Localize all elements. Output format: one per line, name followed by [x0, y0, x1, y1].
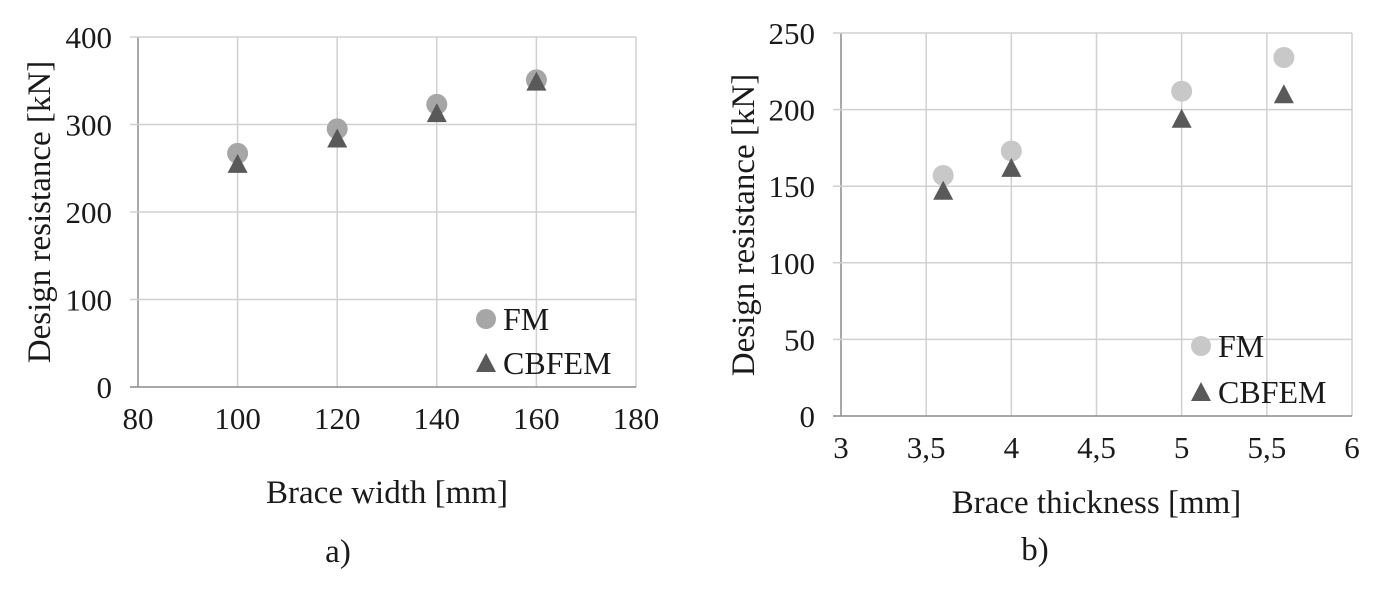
x-tick-label: 5,5	[1247, 430, 1286, 465]
y-tick-label: 250	[769, 16, 816, 51]
x-tick-label: 140	[414, 401, 461, 436]
data-point-cbfem	[1171, 108, 1192, 128]
data-point-cbfem	[1273, 84, 1294, 104]
y-tick-label: 0	[97, 370, 113, 405]
panel-caption: b)	[1021, 532, 1049, 568]
legend-label-cbfem: CBFEM	[503, 345, 611, 381]
x-tick-label: 6	[1344, 430, 1360, 465]
data-point-fm	[227, 142, 249, 164]
y-tick-label: 300	[66, 108, 113, 143]
y-tick-label: 400	[66, 20, 113, 55]
y-tick-label: 200	[66, 195, 113, 230]
y-tick-label: 0	[800, 399, 816, 434]
legend-label-cbfem: CBFEM	[1218, 374, 1326, 410]
y-tick-label: 150	[769, 169, 816, 204]
x-tick-label: 3	[833, 430, 849, 465]
x-tick-label: 160	[513, 401, 560, 436]
data-point-fm	[1273, 47, 1295, 69]
x-tick-label: 120	[314, 401, 361, 436]
x-tick-label: 80	[123, 401, 154, 436]
legend-label-fm: FM	[1218, 328, 1264, 364]
data-point-fm	[932, 164, 954, 186]
legend-marker-cbfem	[476, 353, 496, 372]
data-point-cbfem	[227, 153, 248, 173]
y-axis-title: Design resistance [kN]	[726, 74, 762, 376]
chart-panel-a: 80 100 120 140 160 180 0 100 200 300 400 Brace widt…	[22, 20, 659, 570]
x-tick-label: 100	[214, 401, 261, 436]
y-tick-label: 200	[769, 93, 816, 128]
x-tick-label: 4,5	[1077, 430, 1116, 465]
data-point-cbfem	[526, 71, 547, 91]
x-tick-label: 4	[1004, 430, 1020, 465]
data-point-cbfem	[426, 103, 447, 123]
legend-marker-fm	[476, 309, 496, 329]
data-point-cbfem	[933, 180, 954, 200]
data-point-fm	[1000, 140, 1022, 162]
legend-label-fm: FM	[503, 301, 549, 337]
y-tick-label: 50	[784, 322, 815, 357]
y-tick-label: 100	[769, 246, 816, 281]
legend-marker-fm	[1191, 336, 1211, 356]
data-point-cbfem	[1001, 157, 1022, 177]
legend-marker-cbfem	[1191, 382, 1211, 401]
data-point-cbfem	[327, 128, 348, 148]
data-point-fm	[1171, 80, 1193, 102]
chart-panel-b: 3 3,5 4 4,5 5 5,5 6 0 50 100 150 200 250 Brace thickn…	[726, 16, 1360, 568]
legend: FM CBFEM	[476, 301, 611, 381]
legend: FM CBFEM	[1191, 328, 1326, 410]
x-tick-label: 3,5	[907, 430, 946, 465]
x-axis-title: Brace width [mm]	[266, 475, 508, 511]
x-axis-title: Brace thickness [mm]	[952, 485, 1242, 521]
y-tick-label: 100	[66, 283, 113, 318]
y-axis-title: Design resistance [kN]	[22, 61, 58, 363]
panel-caption: a)	[325, 534, 351, 570]
x-tick-label: 5	[1174, 430, 1190, 465]
x-tick-label: 180	[613, 401, 660, 436]
